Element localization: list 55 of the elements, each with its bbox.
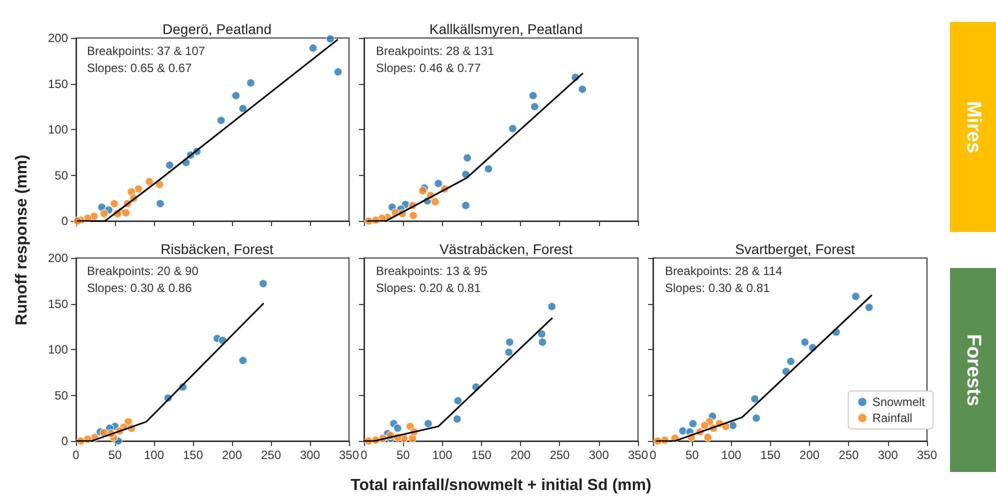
- y-tick-label: 100: [48, 342, 68, 356]
- x-tick-label: 200: [800, 448, 820, 462]
- legend-label: Snowmelt: [872, 395, 926, 409]
- x-tick-label: 150: [182, 448, 204, 462]
- x-tick-label: 0: [360, 448, 368, 462]
- x-tick-label: 50: [685, 448, 700, 462]
- x-tick-label: 150: [760, 448, 781, 462]
- annotation: Breakpoints: 28 & 131: [376, 44, 494, 58]
- y-tick-label: 200: [48, 251, 68, 265]
- x-tick-label: 250: [838, 448, 860, 462]
- annotation: Slopes: 0.65 & 0.67: [87, 61, 192, 75]
- x-tick-label: 50: [396, 448, 410, 462]
- x-axis-title: Total rainfall/snowmelt + initial Sd (mm): [350, 477, 652, 495]
- x-tick-label: 300: [588, 448, 610, 462]
- x-tick-label: 250: [260, 448, 282, 462]
- annotation: Breakpoints: 28 & 114: [665, 264, 783, 278]
- y-tick-label: 100: [48, 122, 68, 136]
- chart-title: Västrabäcken, Forest: [439, 241, 573, 257]
- x-tick-label: 100: [432, 448, 453, 462]
- annotation: Slopes: 0.30 & 0.81: [665, 281, 770, 295]
- x-tick-label: 0: [650, 448, 657, 462]
- y-tick-label: 50: [54, 168, 68, 182]
- x-tick-label: 100: [144, 448, 164, 462]
- x-tick-label: 150: [471, 448, 492, 462]
- x-tick-label: 250: [550, 448, 570, 462]
- x-tick-label: 200: [510, 448, 531, 462]
- annotation: Breakpoints: 20 & 90: [87, 264, 199, 278]
- y-tick-label: 50: [54, 388, 68, 402]
- x-tick-label: 300: [300, 448, 320, 462]
- chart-title: Risbäcken, Forest: [160, 241, 274, 257]
- y-axis-title: Runoff response (mm): [13, 154, 31, 326]
- chart-title: Degerö, Peatland: [162, 21, 272, 37]
- annotation: Breakpoints: 13 & 95: [376, 264, 488, 278]
- text: Mires: [962, 100, 984, 154]
- x-tick-label: 350: [338, 448, 360, 462]
- y-tick-label: 150: [48, 76, 68, 91]
- annotation: Breakpoints: 37 & 107: [87, 44, 206, 58]
- text: Forests: [962, 334, 984, 406]
- y-tick-label: 150: [48, 296, 68, 311]
- annotation: Slopes: 0.20 & 0.81: [376, 281, 482, 295]
- x-tick-label: 300: [878, 448, 898, 462]
- x-tick-label: 100: [721, 448, 742, 462]
- x-tick-label: 350: [628, 448, 648, 462]
- y-tick-label: 0: [61, 214, 68, 228]
- annotation: Slopes: 0.30 & 0.86: [87, 281, 192, 295]
- x-tick-label: 0: [72, 448, 80, 462]
- x-tick-label: 350: [916, 448, 938, 462]
- chart-title: Kallkällsmyren, Peatland: [429, 21, 583, 37]
- y-tick-label: 200: [48, 31, 68, 45]
- x-tick-label: 200: [222, 448, 242, 462]
- legend-label: Rainfall: [872, 411, 912, 425]
- x-tick-label: 50: [108, 448, 122, 462]
- annotation: Slopes: 0.46 & 0.77: [376, 61, 482, 75]
- chart-title: Svartberget, Forest: [735, 241, 856, 257]
- y-tick-label: 0: [61, 434, 68, 448]
